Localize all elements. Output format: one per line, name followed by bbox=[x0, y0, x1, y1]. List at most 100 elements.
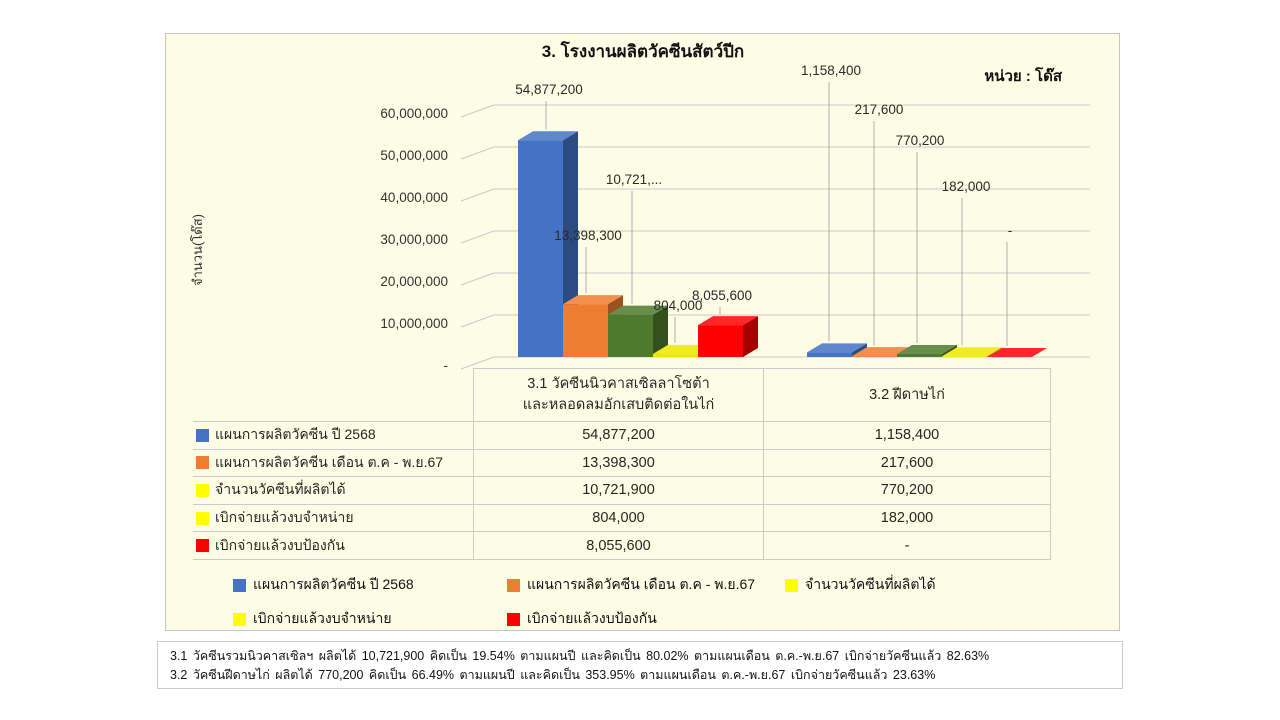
bar-chart-plot bbox=[460, 82, 1090, 370]
legend-item: เบิกจ่ายแล้วงบจำหน่าย bbox=[233, 608, 392, 630]
table-column-header: 3.2 ฝีดาษไก่ bbox=[763, 368, 1051, 422]
legend-label: เบิกจ่ายแล้วงบจำหน่าย bbox=[253, 610, 392, 626]
data-label-s5-g2: - bbox=[1007, 223, 1013, 238]
y-tick-label: 30,000,000 bbox=[380, 232, 448, 247]
table-row-label: เบิกจ่ายแล้วงบจำหน่าย bbox=[193, 505, 473, 533]
gridline-connector bbox=[460, 272, 495, 286]
table-row-label: แผนการผลิตวัคซีน เดือน ต.ค - พ.ย.67 bbox=[193, 450, 473, 478]
table-value-cell: - bbox=[763, 532, 1051, 560]
data-label-s2-g2: 217,600 bbox=[854, 102, 904, 117]
table-value-cell: 13,398,300 bbox=[473, 449, 763, 478]
footnote-box: 3.1 วัคซีนรวมนิวคาสเซิลฯ ผลิตได้ 10,721,… bbox=[157, 641, 1123, 689]
bar-s2-g1 bbox=[563, 304, 608, 357]
bar-top-s5-g2 bbox=[987, 348, 1047, 357]
bar-s5-g1 bbox=[698, 325, 743, 357]
table-corner-cell bbox=[193, 368, 473, 422]
bar-top-s3-g2 bbox=[897, 344, 957, 354]
legend-label: เบิกจ่ายแล้วงบป้องกัน bbox=[527, 610, 657, 626]
bar-s1-g2 bbox=[807, 352, 852, 357]
data-label-s5-g1: 8,055,600 bbox=[691, 288, 753, 303]
data-label-s4-g2: 182,000 bbox=[941, 179, 991, 194]
table-row-label-text: จำนวนวัคซีนที่ผลิตได้ bbox=[215, 481, 346, 498]
legend-key bbox=[196, 456, 209, 470]
y-tick-label: 50,000,000 bbox=[380, 148, 448, 163]
table-column-header: 3.1 วัคซีนนิวคาสเซิลลาโซต้า และหลอดลมอักเ… bbox=[473, 368, 763, 422]
bar-s3-g2 bbox=[897, 353, 942, 357]
gridline-connector bbox=[460, 314, 495, 328]
data-table: 3.1 วัคซีนนิวคาสเซิลลาโซต้า และหลอดลมอักเ… bbox=[193, 368, 1051, 560]
legend-item: แผนการผลิตวัคซีน เดือน ต.ค - พ.ย.67 bbox=[507, 574, 755, 596]
table-row-label: แผนการผลิตวัคซีน ปี 2568 bbox=[193, 422, 473, 450]
data-label-s4-g1: 804,000 bbox=[653, 298, 703, 313]
table-row-label-text: แผนการผลิตวัคซีน ปี 2568 bbox=[215, 426, 376, 443]
table-row-label-text: เบิกจ่ายแล้วงบป้องกัน bbox=[215, 536, 345, 553]
gridline-connector bbox=[460, 188, 495, 202]
bar-top-s5-g1 bbox=[698, 316, 758, 326]
y-tick-label: 40,000,000 bbox=[380, 190, 448, 205]
legend-key bbox=[233, 612, 246, 626]
legend-key bbox=[196, 539, 209, 553]
bar-s3-g1 bbox=[608, 314, 653, 357]
bar-side-s1-g2 bbox=[852, 343, 867, 357]
legend-key bbox=[196, 483, 209, 497]
data-label-s1-g2: 1,158,400 bbox=[800, 63, 862, 78]
y-tick-label: 60,000,000 bbox=[380, 106, 448, 121]
table-value-cell: 182,000 bbox=[763, 504, 1051, 533]
data-label-s3-g2: 770,200 bbox=[895, 133, 945, 148]
bar-side-s5-g1 bbox=[743, 316, 758, 357]
table-row-label: เบิกจ่ายแล้วงบป้องกัน bbox=[193, 532, 473, 560]
table-value-cell: 54,877,200 bbox=[473, 422, 763, 450]
y-tick-label: 20,000,000 bbox=[380, 274, 448, 289]
legend-key bbox=[507, 612, 520, 626]
gridline-connector bbox=[460, 230, 495, 244]
table-value-cell: 8,055,600 bbox=[473, 532, 763, 560]
chart-legend-row-2: เบิกจ่ายแล้วงบจำหน่าย เบิกจ่ายแล้วงบป้องก… bbox=[193, 608, 1063, 628]
gridline-connector bbox=[460, 356, 495, 370]
bar-s2-g2 bbox=[852, 356, 897, 357]
data-label-s1-g1: 54,877,200 bbox=[515, 82, 583, 97]
legend-label: แผนการผลิตวัคซีน เดือน ต.ค - พ.ย.67 bbox=[527, 576, 756, 592]
footnote-line-1: 3.1 วัคซีนรวมนิวคาสเซิลฯ ผลิตได้ 10,721,… bbox=[170, 649, 990, 663]
table-value-cell: 10,721,900 bbox=[473, 477, 763, 505]
bar-top-s3-g1 bbox=[608, 305, 668, 315]
bar-top-s1-g2 bbox=[807, 343, 867, 353]
bar-s4-g1 bbox=[653, 353, 698, 357]
bar-side-s3-g2 bbox=[942, 344, 957, 357]
chart-legend-row-1: แผนการผลิตวัคซีน ปี 2568 แผนการผลิตวัคซีน… bbox=[193, 574, 1063, 594]
table-value-cell: 1,158,400 bbox=[763, 422, 1051, 450]
y-axis-title: จำนวน(โด๊ส) bbox=[190, 214, 205, 287]
bar-top-s2-g2 bbox=[852, 347, 912, 357]
gridline-connector bbox=[460, 104, 495, 118]
bar-top-s1-g1 bbox=[518, 131, 578, 141]
bar-s4-g2 bbox=[942, 356, 987, 357]
unit-label: หน่วย : โด๊ส bbox=[984, 68, 1062, 85]
table-value-cell: 217,600 bbox=[763, 449, 1051, 478]
bar-side-s3-g1 bbox=[653, 305, 668, 357]
footnote-line-2: 3.2 วัคซีนฝีดาษไก่ ผลิตได้ 770,200 คิดเป… bbox=[170, 668, 936, 682]
bar-top-s4-g2 bbox=[942, 347, 1002, 357]
legend-item: แผนการผลิตวัคซีน ปี 2568 bbox=[233, 574, 414, 596]
legend-key bbox=[785, 578, 798, 592]
table-value-cell: 804,000 bbox=[473, 504, 763, 533]
bar-s1-g1 bbox=[518, 140, 563, 357]
y-tick-label: 10,000,000 bbox=[380, 316, 448, 331]
data-label-s3-g1: 10,721,... bbox=[605, 172, 663, 187]
table-row-label-text: เบิกจ่ายแล้วงบจำหน่าย bbox=[215, 509, 354, 526]
table-row-label: จำนวนวัคซีนที่ผลิตได้ bbox=[193, 477, 473, 505]
table-row-label-text: แผนการผลิตวัคซีน เดือน ต.ค - พ.ย.67 bbox=[215, 453, 444, 470]
gridline-connector bbox=[460, 146, 495, 160]
legend-label: จำนวนวัคซีนที่ผลิตได้ bbox=[805, 576, 936, 592]
legend-item: เบิกจ่ายแล้วงบป้องกัน bbox=[507, 608, 657, 630]
bar-top-s2-g1 bbox=[563, 295, 623, 305]
data-label-s2-g1: 13,398,300 bbox=[554, 228, 622, 243]
table-value-cell: 770,200 bbox=[763, 477, 1051, 505]
legend-key bbox=[196, 428, 209, 442]
legend-item: จำนวนวัคซีนที่ผลิตได้ bbox=[785, 574, 936, 596]
legend-key bbox=[196, 511, 209, 525]
legend-key bbox=[233, 578, 246, 592]
chart-title: 3. โรงงานผลิตวัคซีนสัตว์ปีก bbox=[541, 42, 745, 61]
bar-side-s4-g2 bbox=[987, 347, 1002, 357]
y-tick-label: - bbox=[443, 358, 449, 373]
legend-key bbox=[507, 578, 520, 592]
legend-label: แผนการผลิตวัคซีน ปี 2568 bbox=[253, 576, 414, 592]
